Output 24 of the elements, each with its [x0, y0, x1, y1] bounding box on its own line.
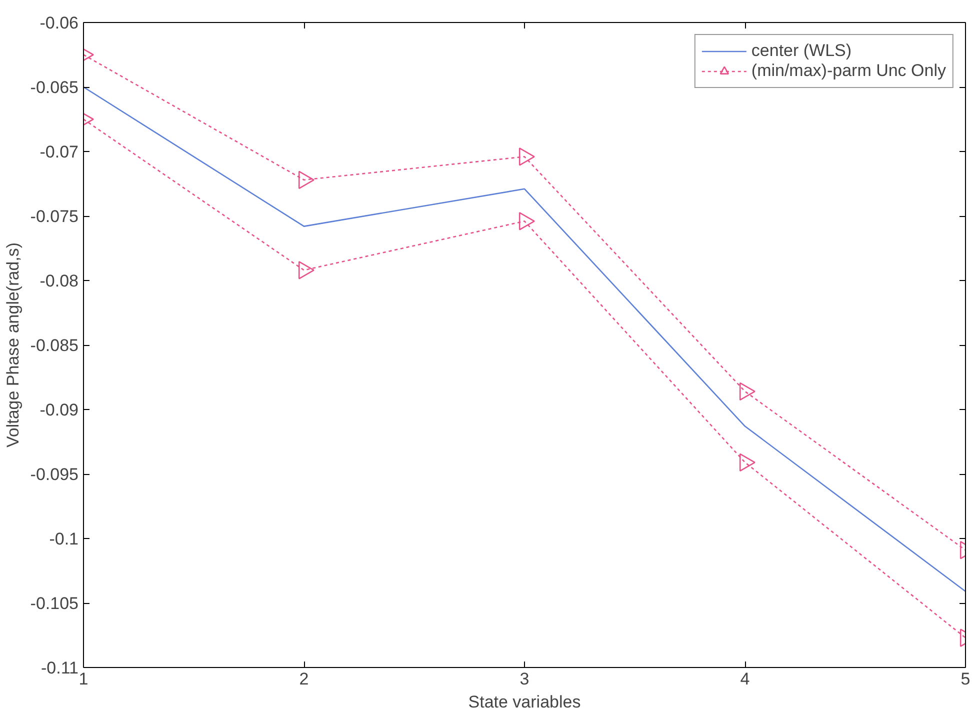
y-tick-label: -0.095 [30, 465, 78, 484]
y-tick-label: -0.1 [49, 530, 79, 548]
point [298, 261, 314, 280]
x-tick-label: 4 [740, 670, 750, 688]
y-axis-title: Voltage Phase angle(rad,s) [3, 242, 22, 448]
point [518, 212, 535, 230]
y-tick-label: -0.11 [41, 658, 79, 678]
x-tick-label: 2 [299, 670, 309, 688]
y-tick-label: -0.085 [30, 336, 78, 355]
y-tick-label: -0.06 [40, 14, 78, 32]
y-tick-label: -0.075 [30, 207, 78, 226]
legend-label: center (WLS) [751, 41, 852, 61]
point [298, 170, 314, 190]
x-tick-label: 3 [520, 670, 530, 688]
y-tick-label: -0.07 [40, 142, 78, 162]
x-tick-label: 5 [960, 670, 970, 688]
y-tick-label: -0.09 [40, 400, 78, 420]
legend-label: (min/max)-parm Unc Only [751, 61, 946, 81]
y-tick-label: -0.105 [30, 594, 78, 613]
y-tick-label: -0.065 [30, 78, 78, 97]
x-axis-title: State variables [468, 692, 581, 712]
point [518, 148, 535, 166]
y-tick-label: -0.08 [40, 272, 78, 290]
x-tick-label: 1 [78, 670, 88, 688]
